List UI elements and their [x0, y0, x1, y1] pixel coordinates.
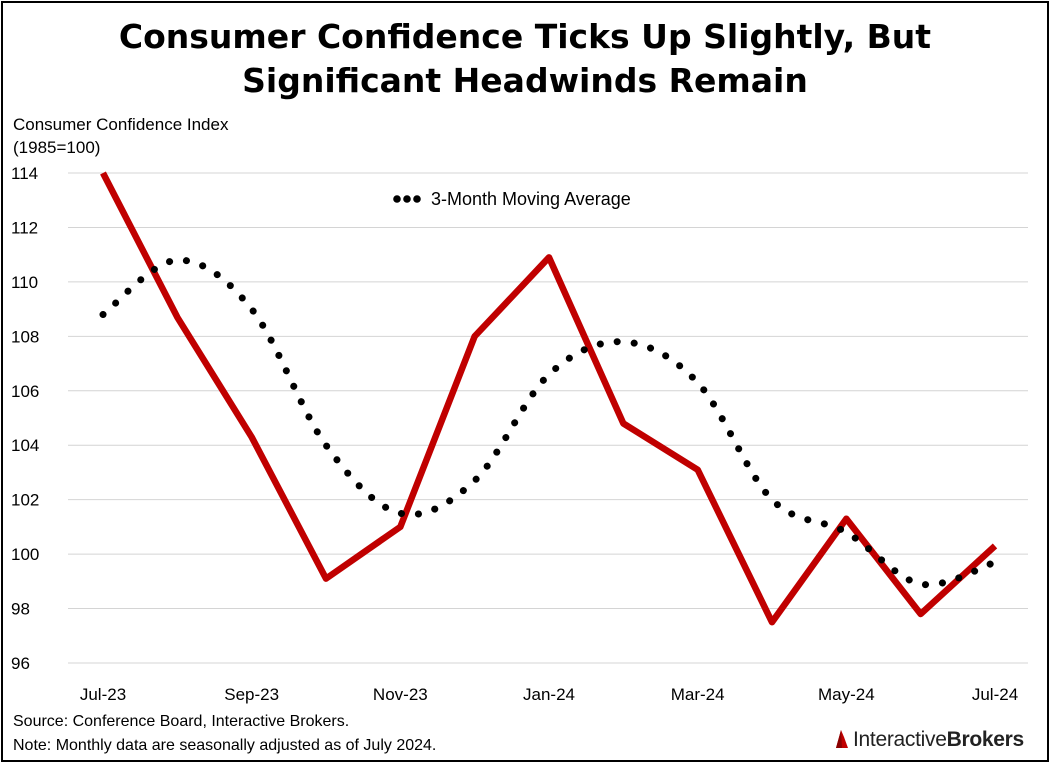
y-tick-label: 96	[11, 654, 30, 673]
y-tick-label: 104	[11, 436, 39, 455]
data-note: Note: Monthly data are seasonally adjust…	[13, 737, 437, 754]
brand-name-bold: Brokers	[946, 728, 1025, 751]
gridlines	[68, 172, 1028, 664]
y-tick-label: 108	[11, 327, 39, 346]
source-note: Source: Conference Board, Interactive Br…	[13, 713, 350, 730]
x-tick-label: Jan-24	[523, 685, 575, 704]
y-tick-label: 112	[11, 218, 38, 237]
y-axis-label: Consumer Confidence Index (1985=100)	[13, 113, 228, 159]
y-axis-label-line2: (1985=100)	[13, 138, 101, 157]
line-chart: 96 98 100 102 104 106 108 110 112 114 Jul-23 Sep-2…	[11, 164, 1028, 704]
chart-notes: Source: Conference Board, Interactive Br…	[13, 710, 436, 758]
y-tick-label: 110	[11, 273, 38, 292]
chart-title-line1: Consumer Confidence Ticks Up Slightly, B…	[118, 17, 932, 56]
y-tick-label: 98	[11, 600, 30, 619]
x-tick-label: Jul-23	[80, 685, 126, 704]
y-tick-label: 106	[11, 382, 39, 401]
legend-dot	[413, 195, 421, 203]
y-tick-label: 102	[11, 491, 39, 510]
series-line-moving-average	[99, 256, 999, 589]
brand-name-regular: Interactive	[853, 728, 947, 751]
x-tick-label: Jul-24	[972, 685, 1018, 704]
series-lines	[99, 171, 999, 626]
y-axis-ticks: 96 98 100 102 104 106 108 110 112 114	[11, 164, 39, 673]
y-tick-label: 114	[11, 164, 38, 183]
y-axis-label-line1: Consumer Confidence Index	[13, 115, 229, 134]
series-line-index	[100, 171, 998, 626]
brokers-logo-icon	[836, 730, 848, 748]
chart-title-line2: Significant Headwinds Remain	[242, 61, 808, 100]
x-tick-label: Sep-23	[224, 685, 279, 704]
legend: 3-Month Moving Average	[393, 189, 631, 209]
x-tick-label: May-24	[818, 685, 875, 704]
legend-dot	[403, 195, 411, 203]
interactive-brokers-logo: InteractiveBrokers	[835, 728, 1024, 752]
x-tick-label: Nov-23	[373, 685, 428, 704]
x-tick-label: Mar-24	[671, 685, 725, 704]
legend-dot	[393, 195, 401, 203]
y-tick-label: 100	[11, 545, 39, 564]
x-axis-ticks: Jul-23 Sep-23 Nov-23 Jan-24 Mar-24 May-24 Jul-…	[80, 685, 1018, 704]
legend-label-moving-average: 3-Month Moving Average	[431, 189, 631, 209]
chart-title: Consumer Confidence Ticks Up Slightly, B…	[3, 15, 1047, 103]
